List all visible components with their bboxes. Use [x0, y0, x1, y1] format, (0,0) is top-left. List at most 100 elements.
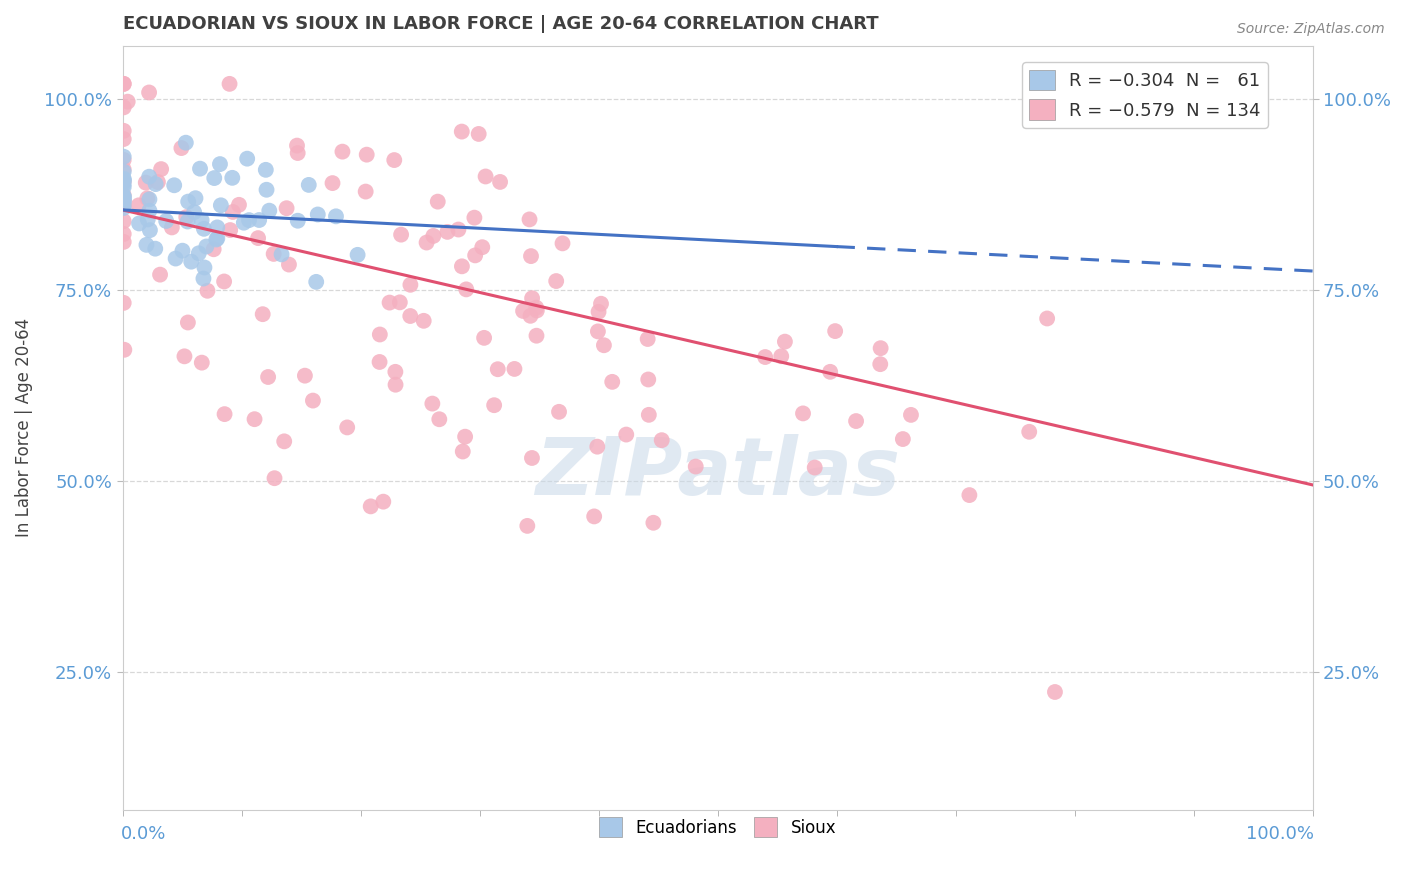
Point: [384, 365, 406, 379]
Point: [546, 274, 568, 288]
Point: [209, 198, 232, 212]
Point: [112, 180, 135, 194]
Point: [112, 150, 135, 164]
Point: [208, 157, 231, 171]
Point: [183, 205, 205, 219]
Point: [845, 414, 868, 428]
Point: [138, 169, 160, 184]
Point: [526, 328, 548, 343]
Point: [112, 296, 135, 310]
Point: [170, 141, 193, 155]
Point: [218, 77, 240, 91]
Point: [112, 175, 135, 189]
Point: [270, 247, 292, 261]
Point: [471, 240, 494, 254]
Point: [112, 173, 135, 187]
Point: [803, 460, 825, 475]
Point: [112, 77, 135, 91]
Point: [112, 194, 135, 208]
Point: [112, 173, 135, 187]
Point: [128, 217, 150, 231]
Point: [232, 216, 254, 230]
Point: [278, 258, 301, 272]
Point: [356, 147, 378, 161]
Point: [146, 175, 169, 189]
Point: [519, 212, 541, 227]
Point: [243, 412, 266, 426]
Point: [426, 194, 449, 209]
Point: [287, 146, 309, 161]
Point: [467, 127, 489, 141]
Point: [1018, 425, 1040, 439]
Point: [869, 341, 891, 355]
Point: [177, 194, 200, 209]
Point: [112, 188, 135, 202]
Point: [221, 170, 243, 185]
Point: [792, 406, 814, 420]
Point: [197, 284, 219, 298]
Point: [143, 242, 166, 256]
Point: [188, 161, 211, 176]
Point: [294, 368, 316, 383]
Point: [205, 233, 228, 247]
Point: [454, 430, 477, 444]
Point: [586, 440, 609, 454]
Point: [117, 95, 139, 109]
Point: [112, 235, 135, 249]
Point: [503, 362, 526, 376]
Point: [685, 459, 707, 474]
Point: [112, 343, 135, 357]
Point: [191, 356, 214, 370]
Text: 0.0%: 0.0%: [121, 825, 167, 843]
Point: [651, 433, 673, 447]
Point: [586, 325, 609, 339]
Point: [202, 171, 225, 186]
Point: [174, 210, 197, 224]
Point: [207, 220, 229, 235]
Point: [447, 222, 470, 236]
Point: [869, 357, 891, 371]
Point: [389, 227, 412, 242]
Point: [524, 301, 547, 315]
Point: [193, 260, 215, 275]
Point: [112, 178, 135, 192]
Point: [176, 214, 198, 228]
Point: [138, 203, 160, 218]
Point: [135, 238, 157, 252]
Point: [520, 249, 543, 263]
Point: [136, 212, 159, 227]
Point: [422, 228, 444, 243]
Point: [368, 327, 391, 342]
Point: [1043, 685, 1066, 699]
Point: [165, 252, 187, 266]
Point: [298, 178, 321, 192]
Point: [112, 191, 135, 205]
Point: [451, 444, 474, 458]
Point: [637, 408, 659, 422]
Point: [464, 248, 486, 262]
Point: [112, 189, 135, 203]
Point: [378, 295, 401, 310]
Point: [770, 349, 793, 363]
Text: ECUADORIAN VS SIOUX IN LABOR FORCE | AGE 20-64 CORRELATION CHART: ECUADORIAN VS SIOUX IN LABOR FORCE | AGE…: [122, 15, 879, 33]
Point: [112, 227, 135, 241]
Point: [214, 407, 236, 421]
Point: [520, 291, 543, 305]
Point: [180, 254, 202, 268]
Point: [273, 434, 295, 449]
Point: [163, 178, 186, 193]
Point: [155, 214, 177, 228]
Point: [474, 169, 496, 184]
Point: [412, 314, 434, 328]
Point: [202, 242, 225, 256]
Point: [149, 268, 172, 282]
Point: [207, 231, 229, 245]
Point: [422, 396, 444, 410]
Point: [112, 162, 135, 177]
Point: [112, 164, 135, 178]
Point: [415, 235, 437, 250]
Point: [399, 309, 422, 323]
Point: [257, 370, 280, 384]
Point: [551, 236, 574, 251]
Point: [321, 176, 343, 190]
